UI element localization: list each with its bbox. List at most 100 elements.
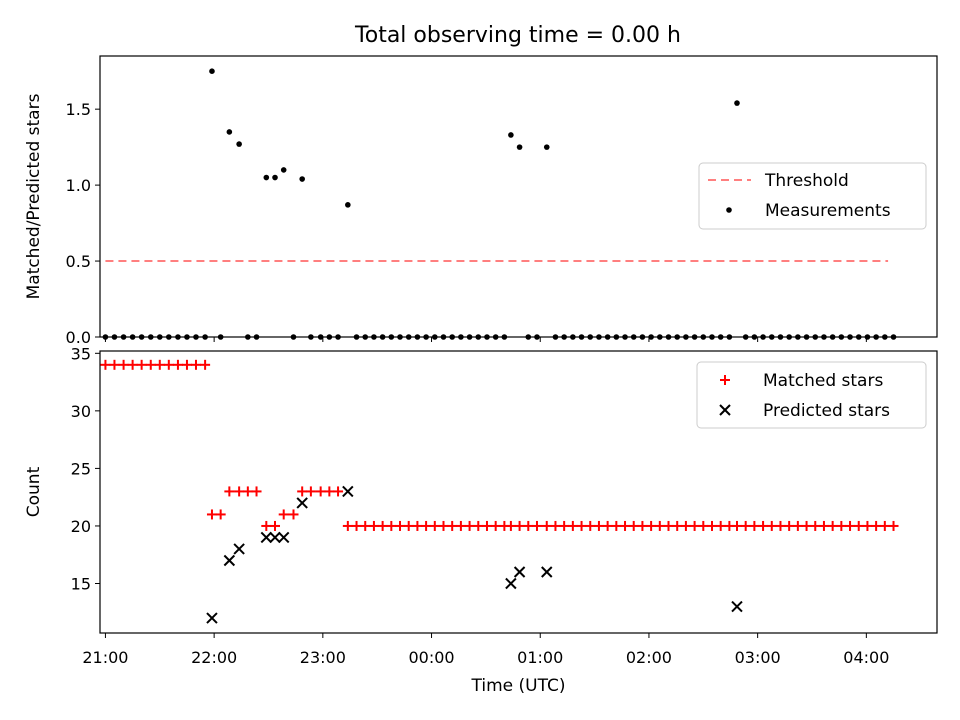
- y-tick-label: 30: [71, 402, 91, 421]
- matched-star-marker: [715, 520, 726, 531]
- predicted-star-marker: [260, 531, 273, 544]
- y-tick-label: 25: [71, 459, 91, 478]
- predicted-star-marker: [296, 497, 308, 509]
- measurement-point: [353, 334, 360, 340]
- matched-star-marker: [127, 359, 138, 370]
- measurement-point: [674, 334, 681, 340]
- measurement-point: [812, 334, 819, 340]
- y-tick-label: 1.5: [66, 100, 91, 119]
- measurement-point: [552, 334, 559, 340]
- measurement-point: [466, 334, 473, 340]
- matched-star-marker: [766, 520, 777, 531]
- measurement-point: [335, 334, 341, 340]
- predicted-star-marker: [731, 600, 743, 613]
- matched-star-marker: [654, 520, 665, 531]
- matched-star-marker: [315, 486, 326, 497]
- measurement-point: [561, 334, 567, 340]
- x-stroke-b: [731, 600, 743, 613]
- measurement-point: [639, 334, 646, 340]
- measurement-point: [414, 334, 421, 340]
- measurement-point: [760, 334, 766, 340]
- matched-star-marker: [550, 520, 561, 531]
- x-tick-label: 04:00: [843, 648, 889, 667]
- matched-star-marker: [731, 520, 742, 531]
- matched-star-marker: [412, 520, 423, 531]
- measurement-point: [423, 334, 429, 340]
- measurement-point: [734, 100, 740, 106]
- measurement-point: [751, 334, 758, 340]
- measurement-point: [492, 334, 499, 340]
- x-stroke-b: [223, 554, 236, 567]
- matched-star-marker: [270, 520, 281, 531]
- measurement-point: [882, 334, 888, 340]
- matched-star-marker: [403, 520, 414, 531]
- measurement-point: [501, 334, 508, 340]
- y-axis-label: Count: [24, 466, 44, 517]
- y-tick-label: 0.5: [66, 252, 91, 271]
- measurement-point: [193, 334, 199, 340]
- matched-star-marker: [324, 486, 335, 497]
- measurement-point: [795, 334, 801, 340]
- x-tick-label: 23:00: [300, 648, 346, 667]
- x-tick-label: 02:00: [626, 648, 672, 667]
- matched-star-marker: [200, 359, 211, 370]
- matched-star-marker: [818, 520, 829, 531]
- measurement-point: [630, 334, 637, 340]
- measurement-point: [458, 334, 464, 340]
- matched-star-marker: [333, 486, 344, 497]
- matched-star-marker: [758, 520, 769, 531]
- x-stroke-b: [206, 612, 218, 624]
- matched-star-marker: [576, 520, 587, 531]
- measurement-point: [362, 334, 369, 340]
- measurement-point: [587, 334, 594, 340]
- x-tick-label: 22:00: [191, 648, 237, 667]
- matched-star-marker: [377, 520, 388, 531]
- matched-star-marker: [154, 359, 165, 370]
- measurement-point: [829, 334, 836, 340]
- measurement-point: [397, 334, 403, 340]
- figure-title: Total observing time = 0.00 h: [354, 23, 681, 48]
- measurement-point: [484, 334, 490, 340]
- measurement-point: [202, 334, 208, 340]
- measurement-point: [821, 334, 827, 340]
- matched-star-marker: [490, 520, 501, 531]
- matched-star-marker: [792, 520, 803, 531]
- measurement-point: [570, 334, 576, 340]
- measurement-point: [742, 334, 749, 340]
- measurement-point: [622, 334, 628, 340]
- measurement-point: [102, 334, 109, 340]
- predicted-star-marker: [206, 612, 218, 624]
- matched-star-marker: [836, 520, 847, 531]
- matched-star-marker: [541, 520, 552, 531]
- measurement-point: [290, 334, 297, 340]
- measurement-point: [534, 334, 540, 340]
- matched-star-marker: [602, 520, 613, 531]
- measurement-point: [709, 334, 715, 340]
- matched-star-marker: [251, 486, 262, 497]
- matched-star-marker: [810, 520, 821, 531]
- measurement-point: [525, 334, 532, 340]
- measurement-point: [855, 334, 862, 340]
- matched-star-marker: [234, 486, 245, 497]
- matched-star-marker: [261, 520, 272, 531]
- matched-star-marker: [585, 520, 596, 531]
- legend-threshold-label: Threshold: [764, 171, 849, 191]
- measurement-point: [138, 334, 145, 340]
- measurement-point: [803, 334, 810, 340]
- matched-star-marker: [421, 520, 432, 531]
- measurement-point: [516, 144, 523, 150]
- measurement-point: [184, 334, 190, 340]
- legend-matched-label: Matched stars: [763, 371, 883, 391]
- y-tick-label: 15: [71, 575, 91, 594]
- legend-measurements-label: Measurements: [765, 201, 891, 221]
- matched-star-marker: [118, 359, 129, 370]
- measurement-point: [543, 144, 550, 150]
- matched-star-marker: [163, 359, 174, 370]
- x-stroke-b: [233, 543, 245, 555]
- matched-star-marker: [706, 520, 717, 531]
- matched-star-marker: [360, 520, 371, 531]
- measurement-point: [405, 334, 412, 340]
- x-stroke-b: [513, 566, 526, 578]
- measurement-point: [475, 334, 482, 340]
- x-tick-label: 00:00: [408, 648, 454, 667]
